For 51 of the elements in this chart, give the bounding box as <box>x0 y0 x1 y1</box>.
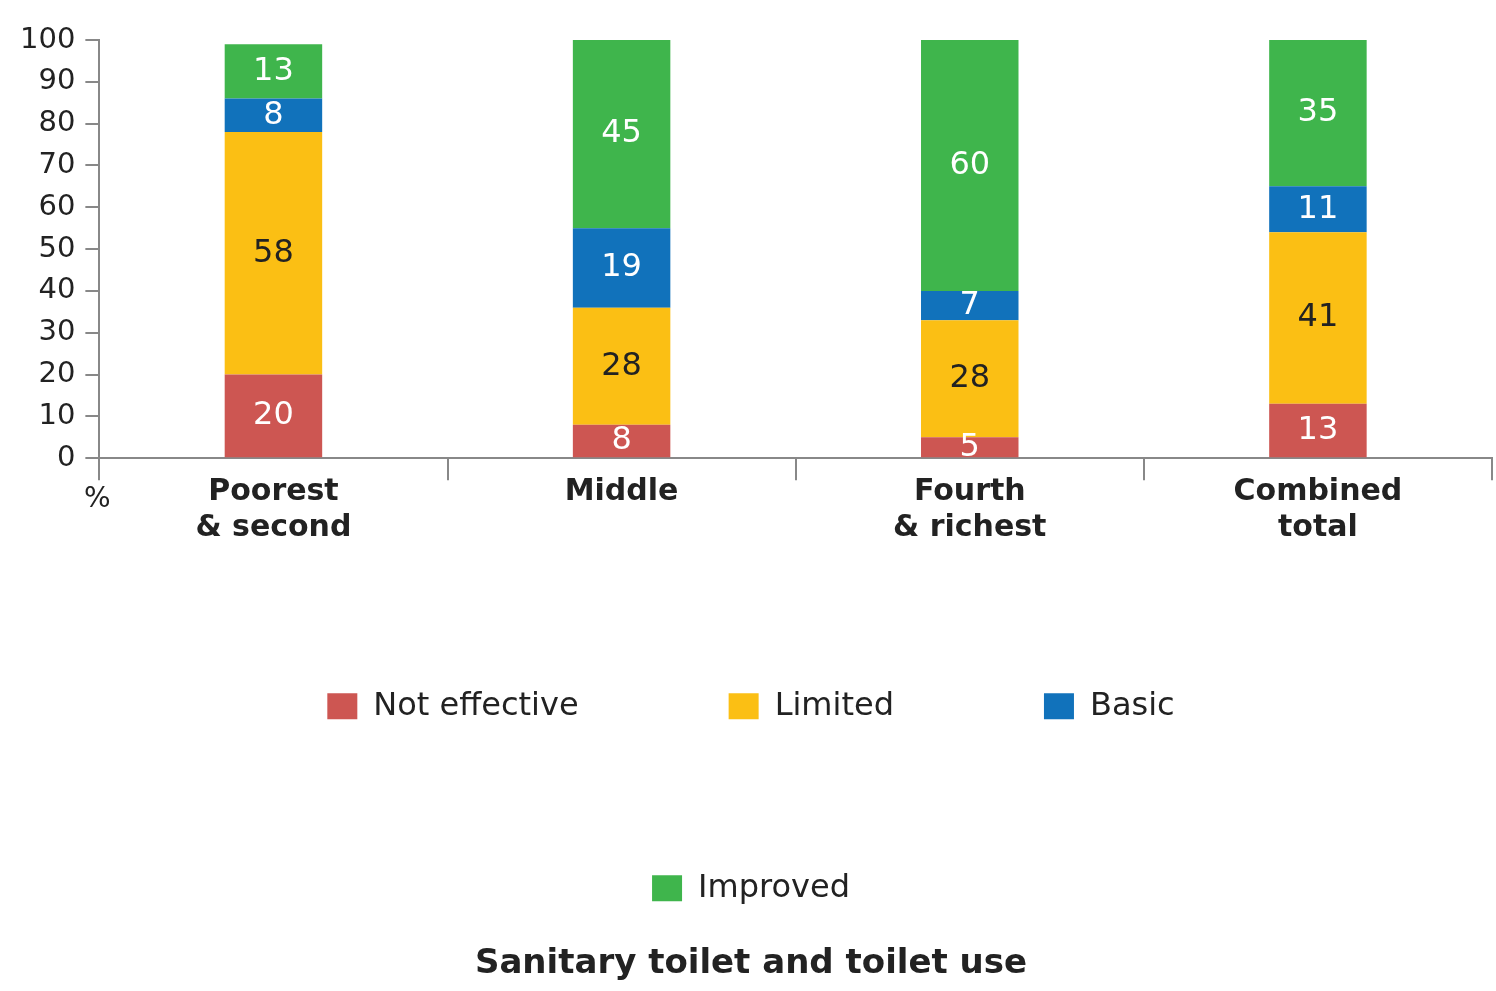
bar <box>224 98 323 132</box>
data-label: 20 <box>253 394 294 433</box>
data-label: 28 <box>949 357 991 396</box>
legend-label: Improved <box>698 866 850 905</box>
y-tick-label: 20 <box>38 355 76 390</box>
data-label: 13 <box>253 49 294 88</box>
y-tick-label: 10 <box>38 396 76 431</box>
bar <box>572 228 671 308</box>
y-tick-label: 0 <box>56 438 76 473</box>
text: Sanitary toilet and toilet use <box>474 941 1028 982</box>
y-tick-label: 80 <box>38 104 76 139</box>
bar <box>572 40 671 229</box>
y-tick-label: 100 <box>19 20 76 55</box>
data-label: 8 <box>611 419 632 458</box>
x-tick-label: Poorest & second <box>195 472 352 543</box>
bar <box>1269 403 1367 458</box>
y-tick-label: 60 <box>38 187 76 222</box>
bar <box>1269 186 1367 233</box>
data-label: 7 <box>959 283 980 322</box>
data-label: 41 <box>1297 296 1339 335</box>
data-label: 60 <box>949 143 991 182</box>
legend-label: Limited <box>774 684 894 723</box>
bar <box>572 424 671 458</box>
bar <box>1269 40 1367 187</box>
y-tick-label: 90 <box>38 62 76 97</box>
bar <box>1269 232 1367 404</box>
legend-label: Basic <box>1089 684 1175 723</box>
legend-label: Not effective <box>373 684 579 723</box>
data-label: 13 <box>1297 408 1339 447</box>
y-tick-label: 40 <box>38 271 76 306</box>
data-label: 5 <box>959 425 980 464</box>
bar <box>224 132 323 375</box>
bar <box>224 44 323 99</box>
data-label: 45 <box>601 112 642 151</box>
data-label: 58 <box>253 231 294 270</box>
y-tick-label: 70 <box>38 145 76 180</box>
x-tick-label: Fourth & richest <box>893 472 1047 543</box>
y-tick-label: 50 <box>38 229 76 264</box>
data-label: 35 <box>1297 91 1339 130</box>
bar <box>572 307 671 425</box>
x-tick-label: Middle <box>564 472 679 507</box>
data-label: 28 <box>601 344 642 383</box>
y-axis-title: % <box>84 481 111 515</box>
bar <box>921 290 1019 321</box>
data-label: 8 <box>263 93 284 132</box>
bar <box>224 374 323 458</box>
x-tick-label: Combined total <box>1233 472 1403 543</box>
data-label: 11 <box>1297 187 1339 226</box>
bar <box>921 40 1019 291</box>
data-label: 19 <box>601 246 642 285</box>
y-tick-label: 30 <box>38 313 76 348</box>
